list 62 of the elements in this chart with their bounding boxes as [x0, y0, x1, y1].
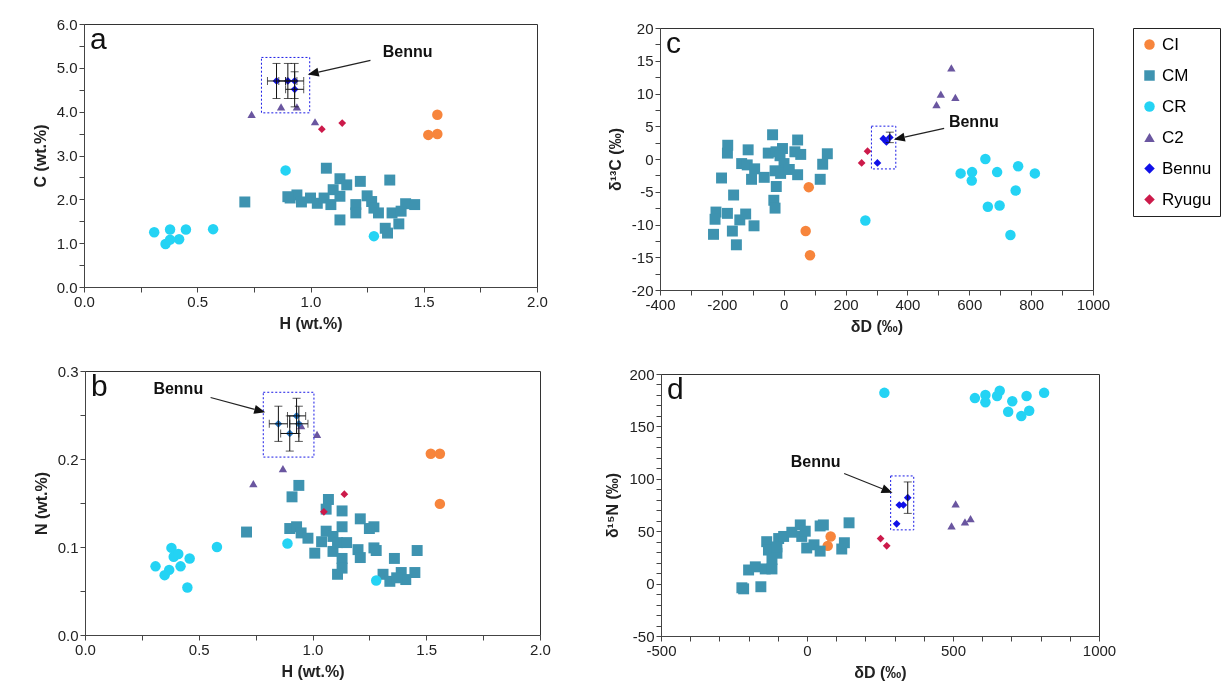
y-tick-label: 0 [645, 150, 654, 168]
x-tick-label: 0 [780, 295, 789, 313]
x-axis-title: H (wt.%) [279, 314, 343, 332]
x-tick-label: 0 [803, 641, 812, 659]
y-tick-label: 150 [629, 417, 655, 435]
y-axis-title: C (wt.%) [31, 124, 49, 188]
y-tick-label: 0 [646, 575, 655, 593]
x-tick-label: 1.5 [413, 292, 435, 310]
y-tick-label: 5.0 [56, 59, 78, 77]
y-tick-label: 4.0 [56, 103, 78, 121]
x-axis-title: δD (‰) [854, 663, 907, 681]
x-tick-label: 600 [957, 295, 983, 313]
y-tick-label: 15 [636, 52, 654, 70]
x-tick-label: 1000 [1076, 295, 1111, 313]
x-tick-label: 800 [1019, 295, 1045, 313]
y-tick-label: 20 [636, 19, 654, 37]
y-axis-title: δ¹³C (‰) [606, 127, 624, 192]
y-tick-label: 100 [629, 470, 655, 488]
x-axis-title: H (wt.%) [281, 662, 345, 680]
x-tick-label: 0.5 [187, 292, 209, 310]
x-tick-label: 0.5 [188, 640, 210, 658]
chart-title: d [667, 372, 684, 405]
x-tick-label: 1000 [1082, 641, 1117, 659]
annotation: Bennu [948, 112, 999, 130]
legend-label: CI [1162, 34, 1179, 54]
y-tick-label: 2.0 [56, 190, 78, 208]
x-tick-label: 2.0 [530, 640, 551, 658]
x-tick-label: 500 [940, 641, 967, 659]
legend-label: CR [1162, 96, 1187, 116]
y-tick-label: 200 [629, 365, 655, 383]
y-tick-label: -15 [631, 248, 654, 266]
y-tick-label: 1.0 [56, 234, 78, 252]
y-tick-label: 6.0 [56, 15, 78, 33]
x-tick-label: -200 [707, 295, 738, 313]
chart-title: a [90, 22, 107, 55]
y-tick-label: -10 [631, 216, 654, 233]
x-tick-label: 200 [833, 295, 859, 313]
legend-label: Ryugu [1162, 189, 1212, 209]
annotation: Bennu [790, 453, 841, 471]
x-axis-title: δD (‰) [850, 317, 904, 335]
legend-label: Bennu [1162, 158, 1212, 178]
x-tick-label: 2.0 [527, 292, 548, 310]
y-tick-label: 5 [645, 117, 654, 135]
chart-title: c [666, 26, 681, 59]
x-tick-label: 400 [895, 295, 921, 313]
legend-label: C2 [1162, 127, 1184, 147]
y-tick-label: 10 [636, 85, 654, 102]
y-tick-label: 3.0 [56, 147, 78, 164]
y-axis-title: δ¹⁵N (‰) [604, 472, 622, 539]
legend-label: CM [1162, 65, 1189, 85]
x-tick-label: 1.5 [416, 640, 438, 658]
y-tick-label: -5 [640, 183, 654, 201]
annotation: Bennu [382, 43, 433, 61]
x-tick-label: 1.0 [300, 292, 322, 310]
y-tick-label: 0.2 [57, 450, 79, 468]
annotation: Bennu [153, 379, 204, 397]
x-tick-label: 1.0 [302, 640, 324, 658]
y-tick-label: 0.1 [57, 538, 79, 556]
y-tick-label: 0.3 [57, 362, 79, 380]
y-tick-label: 50 [637, 522, 655, 540]
chart-title: b [91, 369, 108, 402]
y-axis-title: N (wt.%) [32, 471, 50, 536]
